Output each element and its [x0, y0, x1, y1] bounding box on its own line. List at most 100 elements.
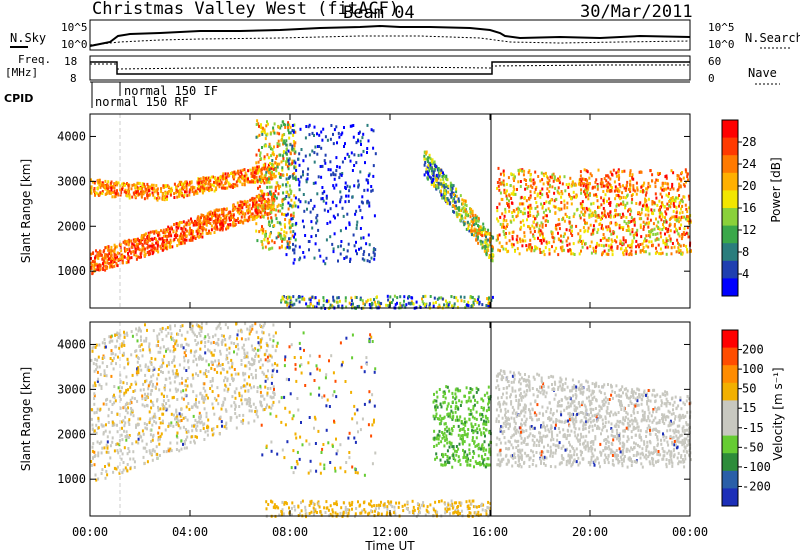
- power-echo: [110, 186, 113, 190]
- power-echo: [214, 211, 217, 215]
- power-echo: [428, 161, 431, 165]
- power-echo: [622, 251, 624, 255]
- power-echo: [345, 226, 347, 230]
- power-echo: [254, 168, 257, 172]
- velocity-echo: [243, 351, 246, 355]
- power-echo: [285, 253, 288, 257]
- power-echo: [522, 223, 525, 227]
- velocity-echo: [202, 357, 204, 361]
- power-echo: [291, 161, 294, 165]
- power-echo: [636, 186, 639, 190]
- power-echo: [425, 167, 428, 171]
- velocity-echo: [248, 328, 251, 332]
- power-echo: [299, 295, 302, 299]
- power-echo: [271, 164, 274, 168]
- power-echo: [104, 255, 107, 258]
- power-echo: [377, 300, 380, 304]
- power-echo: [405, 303, 408, 307]
- power-echo: [666, 230, 669, 234]
- power-echo: [498, 178, 501, 181]
- velocity-echo: [143, 404, 146, 408]
- power-echo: [255, 216, 258, 220]
- power-echo: [332, 173, 335, 177]
- power-echo: [119, 188, 122, 192]
- velocity-echo: [127, 406, 129, 410]
- velocity-echo: [129, 457, 132, 461]
- velocity-echo: [159, 407, 162, 411]
- power-echo: [91, 180, 94, 184]
- power-echo: [425, 170, 428, 174]
- power-echo: [187, 183, 190, 187]
- velocity-echo: [144, 379, 147, 383]
- power-echo: [290, 198, 293, 202]
- power-echo: [200, 181, 203, 185]
- power-echo: [327, 299, 330, 303]
- power-echo: [199, 181, 202, 185]
- power-echo: [354, 212, 357, 216]
- power-echo: [502, 171, 505, 175]
- power-echo: [542, 182, 545, 186]
- power-echo: [218, 185, 221, 189]
- power-echo: [565, 183, 568, 187]
- power-echo: [262, 195, 265, 199]
- power-echo: [267, 197, 270, 201]
- power-echo: [641, 242, 644, 246]
- power-echo: [527, 245, 530, 249]
- power-echo: [272, 192, 275, 196]
- velocity-echo: [226, 379, 229, 383]
- power-echo: [263, 198, 266, 202]
- power-echo: [107, 257, 110, 261]
- power-echo: [257, 206, 259, 210]
- power-echo: [188, 193, 191, 197]
- power-echo: [659, 172, 661, 175]
- velocity-echo: [148, 345, 151, 349]
- power-echo: [312, 304, 315, 308]
- velocity-echo: [234, 412, 237, 415]
- power-echo: [257, 122, 260, 126]
- power-echo: [654, 192, 657, 196]
- power-echo: [276, 145, 279, 148]
- power-echo: [293, 123, 296, 127]
- power-echo: [285, 151, 287, 155]
- velocity-echo: [244, 338, 247, 342]
- power-echo: [298, 188, 301, 192]
- power-echo: [646, 187, 649, 191]
- power-echo: [349, 257, 352, 261]
- power-echo: [310, 220, 313, 224]
- power-echo: [342, 214, 345, 218]
- power-echo: [287, 149, 290, 153]
- power-echo: [537, 236, 539, 240]
- power-echo: [284, 246, 287, 250]
- power-echo: [288, 123, 291, 127]
- power-echo: [275, 154, 278, 158]
- power-echo: [279, 209, 282, 213]
- power-echo: [509, 184, 512, 188]
- power-echo: [423, 157, 426, 161]
- power-echo: [236, 201, 239, 205]
- velocity-echo: [119, 406, 122, 410]
- power-echo: [488, 254, 491, 257]
- power-echo: [325, 196, 328, 200]
- power-echo: [173, 192, 176, 196]
- velocity-echo: [191, 373, 194, 377]
- power-echo: [618, 182, 621, 186]
- power-echo: [622, 203, 625, 206]
- power-echo: [651, 229, 654, 233]
- power-echo: [548, 201, 551, 205]
- power-echo: [497, 166, 500, 170]
- velocity-echo: [218, 362, 220, 366]
- power-echo: [389, 295, 392, 299]
- power-echo: [609, 215, 612, 219]
- power-echo: [249, 198, 252, 202]
- power-echo: [290, 213, 293, 217]
- power-echo: [104, 268, 107, 272]
- power-echo: [510, 220, 513, 224]
- power-echo: [116, 251, 119, 255]
- velocity-echo: [105, 402, 108, 406]
- power-echo: [661, 215, 664, 219]
- power-echo: [149, 230, 152, 234]
- power-echo: [175, 231, 178, 235]
- power-echo: [98, 251, 100, 255]
- power-echo: [631, 239, 634, 243]
- power-echo: [106, 191, 109, 195]
